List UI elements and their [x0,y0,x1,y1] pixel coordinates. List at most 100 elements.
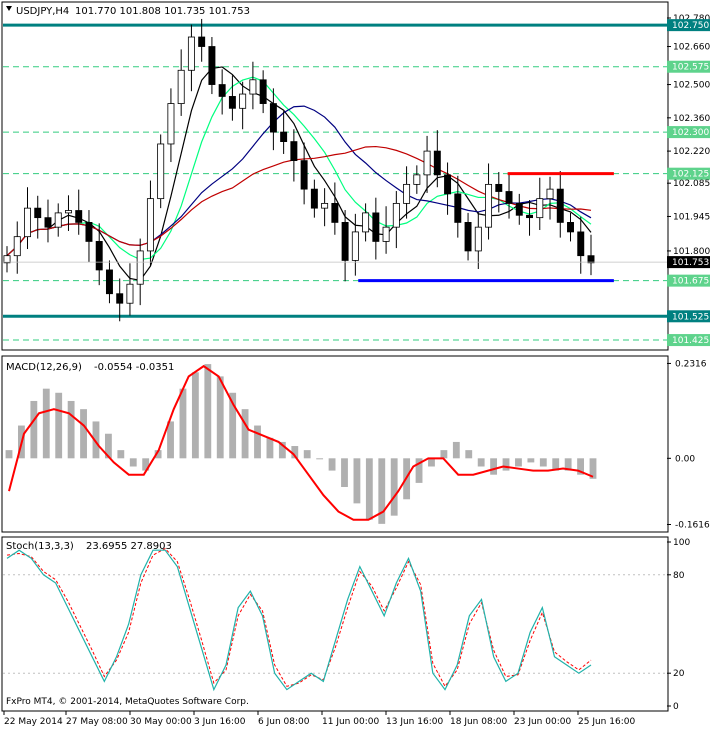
candle-body [485,183,493,228]
macd-histogram-bar [316,458,324,460]
green-level-label: 101.675 [672,277,709,287]
macd-header: MACD(12,26,9) -0.0554 -0.0351 [6,362,174,373]
candle-body [321,202,329,209]
macd-histogram-bar [117,450,125,459]
candle-body [167,103,175,145]
price-layer [3,18,667,341]
macd-histogram-bar [80,409,87,459]
stoch-layer [3,547,667,692]
macd-tick-label: 0.2316 [675,359,707,369]
macd-histogram-bar [278,441,286,459]
candle-body [300,160,308,190]
macd-histogram-bar [303,450,311,459]
price-tick-label: 102.360 [673,114,710,124]
macd-histogram-bar [452,441,460,459]
candle-body [249,79,257,95]
macd-histogram-bar [341,458,348,487]
stoch-panel [1,536,669,712]
time-tick-label: 27 May 08:00 [66,717,128,727]
x-axis: 22 May 2014 27 May 08:00 30 May 00:00 3 Jun… [3,711,635,727]
macd-tick-label: 0.00 [675,454,695,464]
candle-body [187,36,195,71]
stoch-header: Stoch(13,3,3) 23.6955 27.8903 [6,541,172,552]
macd-histogram-bar [577,458,584,475]
green-level-label: 102.125 [672,170,709,180]
candle-body [567,222,574,233]
candle-body [136,250,144,285]
macd-histogram-bar [92,421,100,459]
candle-body [505,191,513,204]
candle-body [218,84,226,97]
macd-histogram-bar [477,458,485,467]
macd-histogram-bar [564,458,572,471]
macd-histogram-bar [129,458,137,467]
candle-body [546,188,554,200]
copyright-text: FxPro MT4, © 2001-2014, MetaQuotes Softw… [6,697,249,707]
candle-body [239,93,247,109]
candle-body [403,183,411,204]
current-price-label: 101.753 [672,258,709,268]
macd-histogram-bar [378,458,386,524]
green-level-tag [667,274,710,287]
green-level-label: 101.425 [672,336,709,346]
stoch-tick-label: 0 [673,702,679,712]
current-price-tag [667,256,710,269]
green-level-tag [667,60,710,73]
macd-histogram-bar [527,458,535,463]
macd-layer [5,364,597,524]
candle-body [444,174,452,195]
macd-histogram-bar [291,446,299,459]
macd-histogram-bar [390,458,398,516]
green-level-tag [667,167,710,180]
macd-histogram-bar [167,421,174,459]
time-tick-label: 23 Jun 00:00 [514,717,571,727]
stoch-title: Stoch(13,3,3) [6,541,74,552]
macd-histogram-bar [515,458,522,467]
price-tick-label: 101.800 [673,247,710,257]
macd-histogram-bar [142,458,150,471]
ohlc-values: 101.770 101.808 101.735 101.753 [75,6,250,17]
candle-body [54,212,62,228]
macd-histogram-bar [154,450,162,459]
symbol-header: USDJPY,H4 101.770 101.808 101.735 101.75… [6,6,250,17]
candle-body [65,210,72,214]
price-tick-label: 101.945 [673,212,710,222]
candle-body [331,202,339,223]
candle-body [413,174,421,185]
dropdown-triangle-icon[interactable] [6,6,12,11]
macd-histogram-bar [179,388,187,459]
macd-histogram-bar [365,458,373,520]
time-tick-label: 25 Jun 16:00 [578,717,635,727]
stoch-main-line [6,549,592,692]
stoch-tick-label: 20 [673,669,685,679]
candle-body [423,150,431,176]
stoch-values: 23.6955 27.8903 [86,541,172,552]
candle-body [105,269,113,295]
candle-body [372,212,380,242]
macd-histogram-bar [42,388,50,459]
macd-histogram-bar [266,437,274,459]
teal-level-tag [667,19,710,32]
macd-histogram-bar [241,409,249,459]
green-level-tag [667,126,710,139]
candle-body [433,150,441,176]
teal-level-label: 101.525 [672,312,709,322]
candle-body [341,222,349,261]
time-tick-label: 22 May 2014 [4,717,63,727]
price-tick-label: 102.085 [673,179,710,189]
time-tick-label: 3 Jun 16:00 [194,717,246,727]
candle-body [126,283,134,304]
time-tick-label: 13 Jun 16:00 [386,717,443,727]
sma-slowest-line [6,145,592,257]
teal-level-tag [667,310,710,323]
stoch-signal-line [6,547,592,688]
candle-body [556,188,564,223]
candle-body [157,143,165,200]
candle-body [34,207,42,219]
macd-histogram-bar [353,458,361,504]
macd-histogram-bar [502,458,510,471]
time-tick-label: 18 Jun 08:00 [450,717,507,727]
candle-body [85,222,93,242]
candle-body [24,207,31,238]
macd-tick-label: -0.1616 [675,521,710,531]
